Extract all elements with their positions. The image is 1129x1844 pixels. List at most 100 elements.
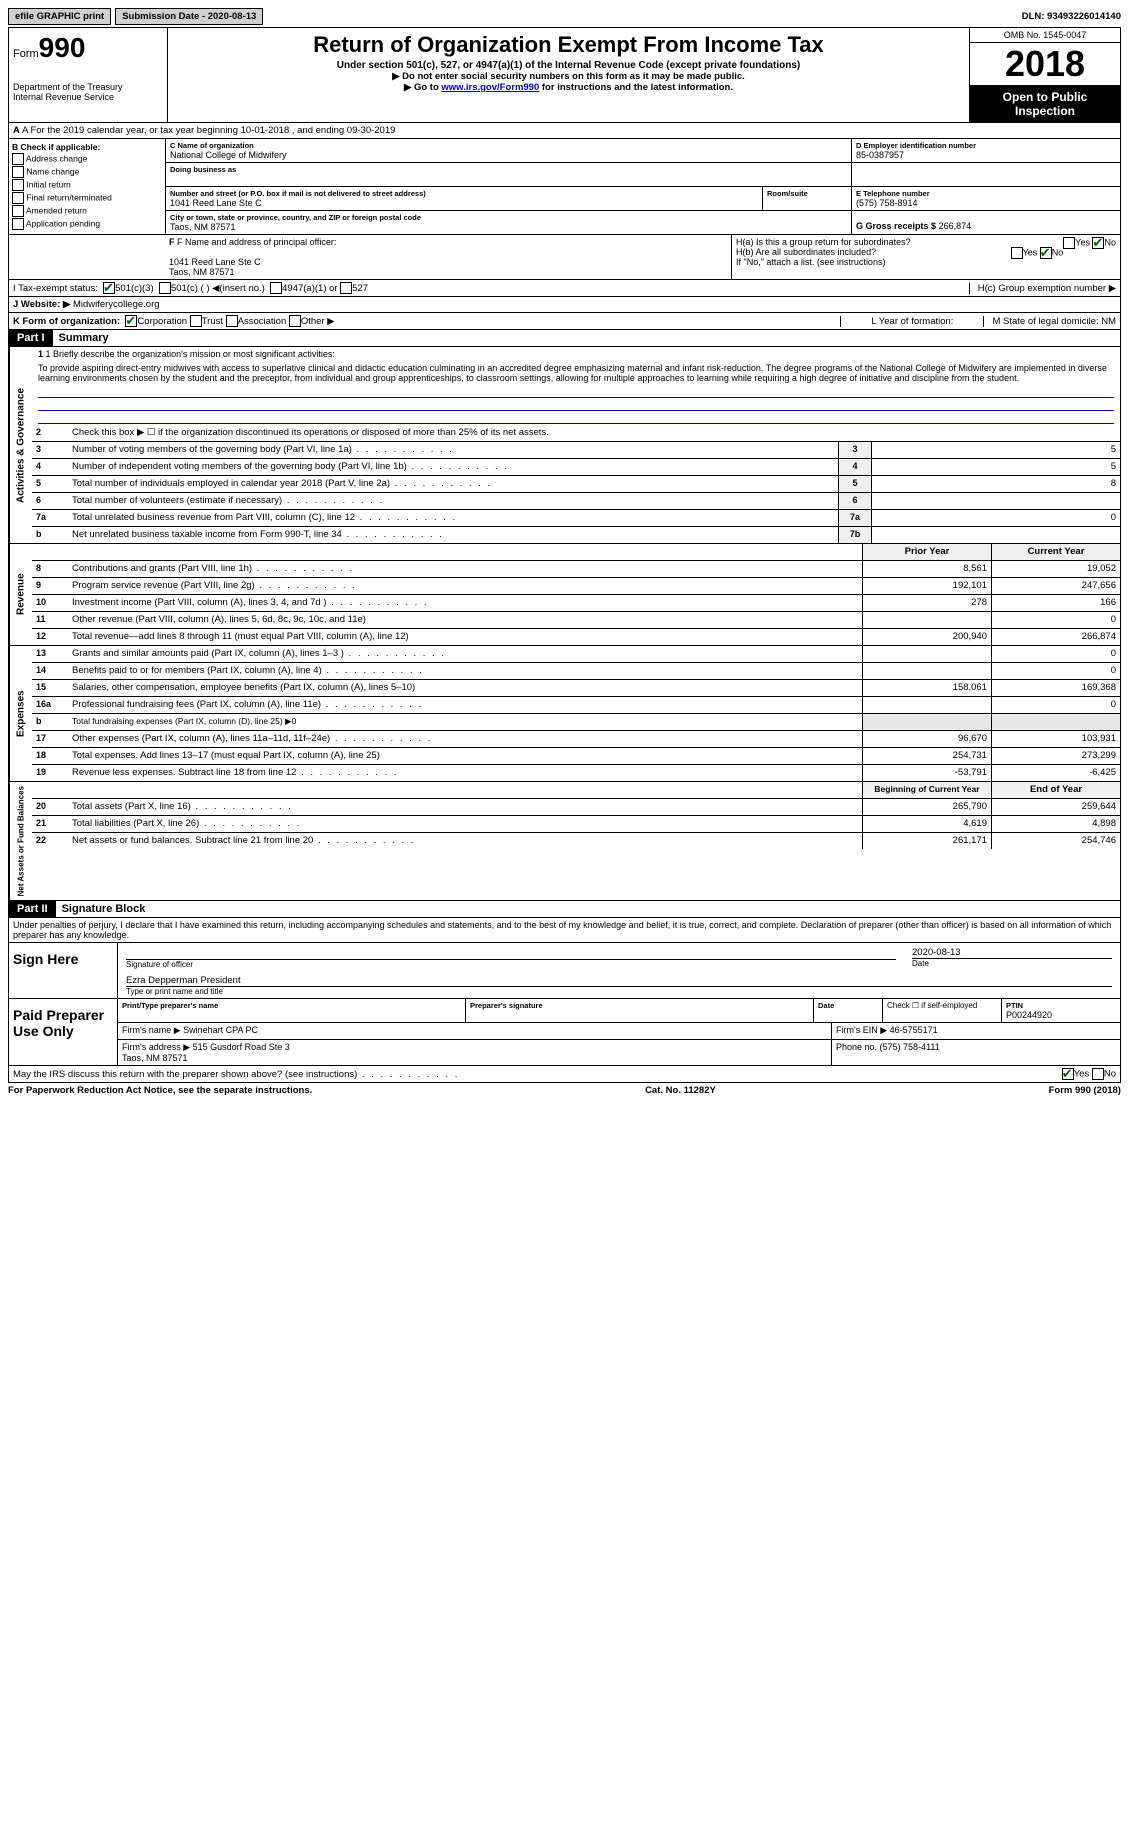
website: Midwiferycollege.org [73, 299, 160, 310]
v3: 5 [871, 442, 1120, 458]
ha-label: H(a) Is this a group return for subordin… [736, 237, 1116, 247]
c17: 103,931 [991, 731, 1120, 747]
line16b: Total fundraising expenses (Part IX, col… [68, 714, 862, 730]
self-employed[interactable]: Check ☐ if self-employed [883, 999, 1002, 1022]
line18: Total expenses. Add lines 13–17 (must eq… [68, 748, 862, 764]
cb-initial[interactable]: Initial return [12, 179, 162, 191]
cb-other[interactable] [289, 315, 301, 327]
col-b-checkboxes: B Check if applicable: Address change Na… [9, 139, 166, 234]
officer-name: Ezra Depperman President [126, 975, 1112, 986]
form-header: Form990 Department of the Treasury Inter… [8, 27, 1121, 123]
g-label: G Gross receipts $ [856, 221, 936, 231]
f-label: F F Name and address of principal office… [169, 237, 727, 247]
firm-phone: Phone no. (575) 758-4111 [832, 1040, 1120, 1065]
c19: -6,425 [991, 765, 1120, 781]
row-a-tax-year: A A For the 2019 calendar year, or tax y… [8, 123, 1121, 139]
p19: -53,791 [862, 765, 991, 781]
declaration: Under penalties of perjury, I declare th… [8, 918, 1121, 943]
v4: 5 [871, 459, 1120, 475]
omb-number: OMB No. 1545-0047 [970, 28, 1120, 43]
mission-text: To provide aspiring direct-entry midwive… [32, 361, 1120, 385]
discuss-line: May the IRS discuss this return with the… [8, 1066, 1121, 1083]
cb-discuss-yes[interactable] [1062, 1068, 1074, 1080]
line22: Net assets or fund balances. Subtract li… [68, 833, 862, 849]
cb-assoc[interactable] [226, 315, 238, 327]
p14 [862, 663, 991, 679]
hdr-prior: Prior Year [862, 544, 991, 560]
cb-527[interactable] [340, 282, 352, 294]
cb-amended[interactable]: Amended return [12, 205, 162, 217]
tab-revenue: Revenue [9, 544, 32, 645]
section-expenses: Expenses 13Grants and similar amounts pa… [8, 646, 1121, 782]
prep-sig-label: Preparer's signature [470, 1001, 809, 1010]
hdr-beg: Beginning of Current Year [862, 782, 991, 798]
c16b [991, 714, 1120, 730]
ptin-val: P00244920 [1006, 1010, 1116, 1020]
signature-block: Sign Here Signature of officer 2020-08-1… [8, 943, 1121, 1066]
inspection-notice: Open to Public Inspection [970, 86, 1120, 122]
date-label: Date [912, 958, 1112, 968]
hb-label: H(b) Are all subordinates included? Yes … [736, 247, 1116, 257]
city: Taos, NM 87571 [170, 222, 847, 232]
line7b: Net unrelated business taxable income fr… [68, 527, 838, 543]
p12: 200,940 [862, 629, 991, 645]
c22: 254,746 [991, 833, 1120, 849]
p10: 278 [862, 595, 991, 611]
efile-button[interactable]: efile GRAPHIC print [8, 8, 111, 25]
irs-link[interactable]: www.irs.gov/Form990 [441, 82, 539, 93]
line11: Other revenue (Part VIII, column (A), li… [68, 612, 862, 628]
cb-discuss-no[interactable] [1092, 1068, 1104, 1080]
line13: Grants and similar amounts paid (Part IX… [68, 646, 862, 662]
cb-corp[interactable] [125, 315, 137, 327]
cb-4947[interactable] [270, 282, 282, 294]
dba-label: Doing business as [170, 165, 847, 174]
cb-name[interactable]: Name change [12, 166, 162, 178]
line19: Revenue less expenses. Subtract line 18 … [68, 765, 862, 781]
tab-governance: Activities & Governance [9, 347, 32, 543]
cb-address[interactable]: Address change [12, 153, 162, 165]
p17: 96,670 [862, 731, 991, 747]
line10: Investment income (Part VIII, column (A)… [68, 595, 862, 611]
p11 [862, 612, 991, 628]
prep-date-label: Date [818, 1001, 878, 1010]
line2: Check this box ▶ ☐ if the organization d… [68, 425, 1120, 441]
footer-mid: Cat. No. 11282Y [645, 1085, 716, 1096]
name-label: Type or print name and title [126, 986, 1112, 996]
p16b [862, 714, 991, 730]
p22: 261,171 [862, 833, 991, 849]
b-title: B Check if applicable: [12, 142, 100, 152]
c16a: 0 [991, 697, 1120, 713]
firm-ein: Firm's EIN ▶ 46-5755171 [832, 1023, 1120, 1039]
c11: 0 [991, 612, 1120, 628]
org-name: National College of Midwifery [170, 150, 847, 160]
footer-left: For Paperwork Reduction Act Notice, see … [8, 1085, 312, 1096]
line14: Benefits paid to or for members (Part IX… [68, 663, 862, 679]
e-label: E Telephone number [856, 189, 1116, 198]
line5: Total number of individuals employed in … [68, 476, 838, 492]
prep-name-label: Print/Type preparer's name [122, 1001, 461, 1010]
line9: Program service revenue (Part VIII, line… [68, 578, 862, 594]
officer-block: F F Name and address of principal office… [8, 235, 1121, 280]
line-klm: K Form of organization: Corporation Trus… [8, 313, 1121, 330]
cb-501c3[interactable] [103, 282, 115, 294]
cb-501c[interactable] [159, 282, 171, 294]
cb-app-pending[interactable]: Application pending [12, 218, 162, 230]
c12: 266,874 [991, 629, 1120, 645]
line12: Total revenue—add lines 8 through 11 (mu… [68, 629, 862, 645]
part2-header: Part II Signature Block [8, 901, 1121, 918]
tab-expenses: Expenses [9, 646, 32, 781]
line20: Total assets (Part X, line 16) [68, 799, 862, 815]
identity-block: B Check if applicable: Address change Na… [8, 139, 1121, 235]
form-number: Form990 [13, 32, 163, 64]
top-bar: efile GRAPHIC print Submission Date - 20… [8, 8, 1121, 25]
sig-officer-label: Signature of officer [126, 959, 896, 969]
k-label: K Form of organization: [13, 316, 120, 327]
line-i: I Tax-exempt status: 501(c)(3) 501(c) ( … [8, 280, 1121, 297]
footer-right: Form 990 (2018) [1049, 1085, 1121, 1096]
cb-final[interactable]: Final return/terminated [12, 192, 162, 204]
p13 [862, 646, 991, 662]
gross-receipts: 266,874 [939, 221, 972, 231]
cb-trust[interactable] [190, 315, 202, 327]
dept-treasury: Department of the Treasury Internal Reve… [13, 82, 163, 102]
c21: 4,898 [991, 816, 1120, 832]
